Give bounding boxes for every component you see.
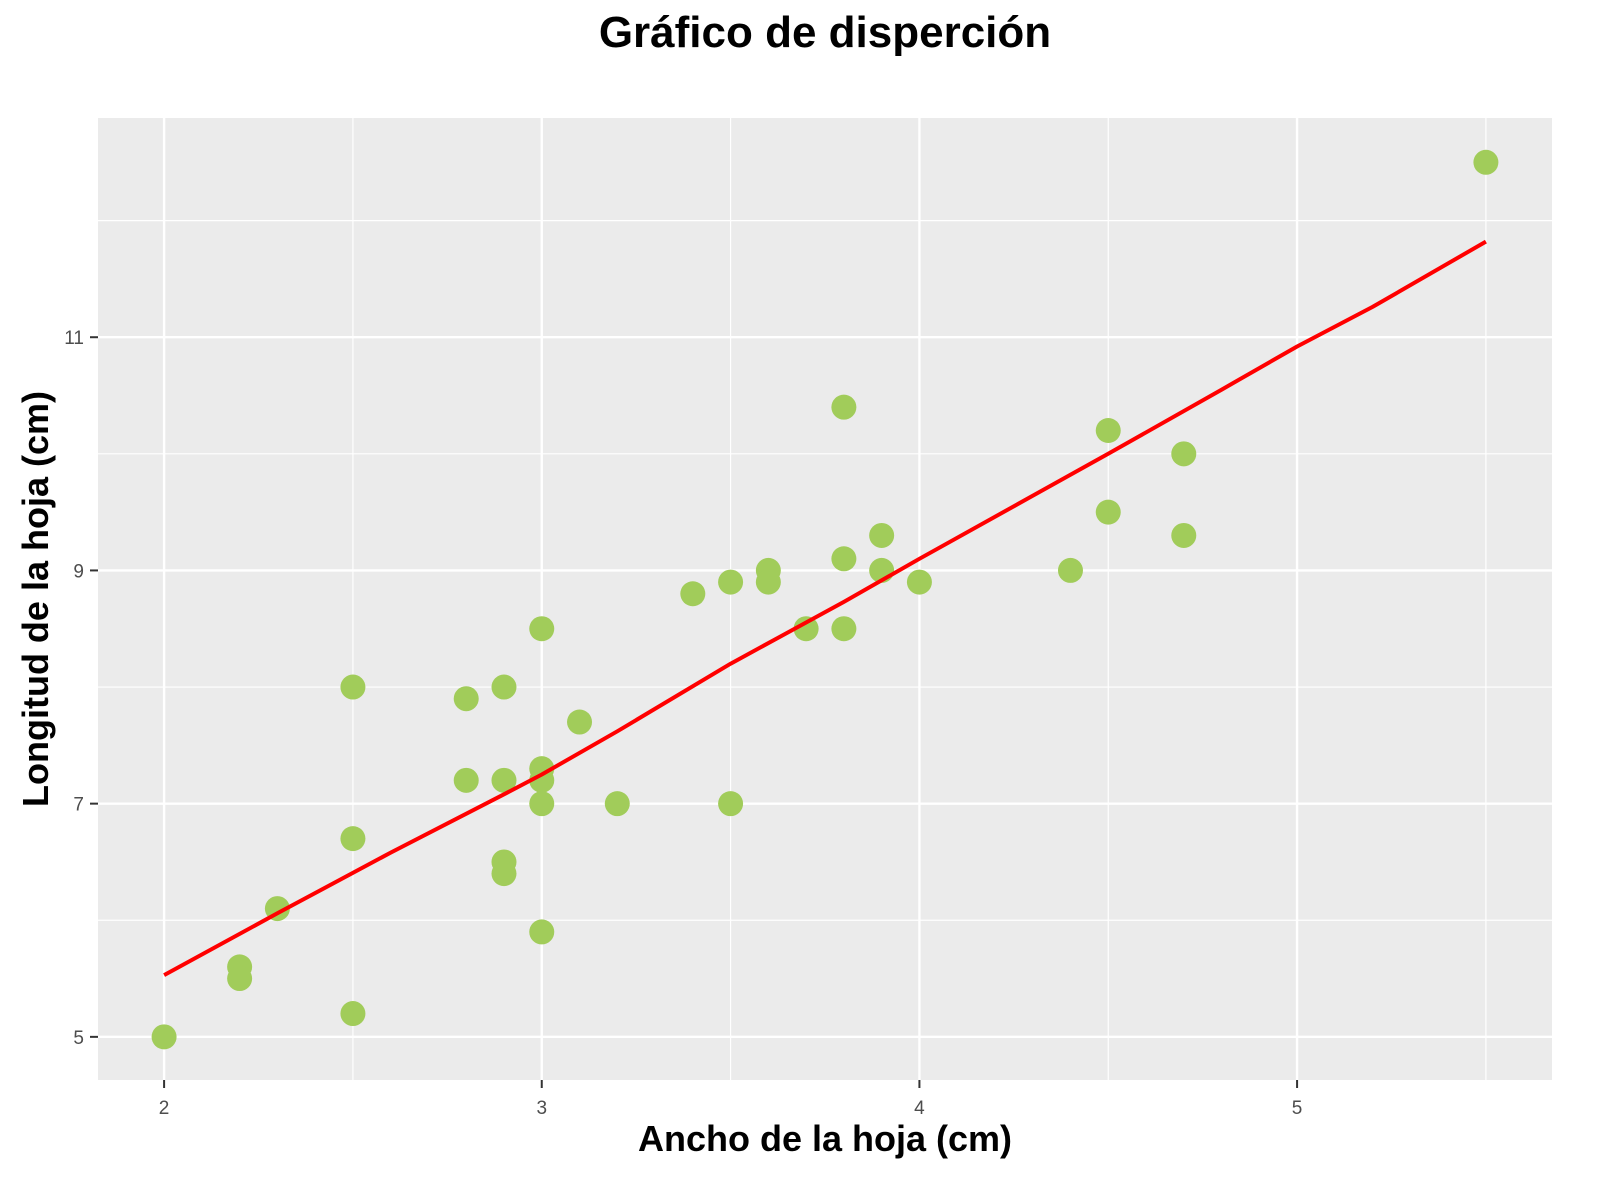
x-tick-label: 4 — [914, 1098, 925, 1119]
x-axis-label: Ancho de la hoja (cm) — [637, 1118, 1013, 1159]
data-point — [1057, 557, 1083, 583]
plot-panel — [98, 118, 1552, 1080]
data-point — [1171, 441, 1197, 467]
data-point — [340, 826, 366, 852]
minor-gridlines — [98, 118, 1552, 1080]
y-axis-label: Longitud de la hoja (cm) — [15, 391, 56, 807]
data-point — [151, 1024, 177, 1050]
x-tick-label: 2 — [159, 1098, 170, 1119]
data-point — [453, 767, 479, 793]
data-point — [529, 767, 555, 793]
x-tick-label: 3 — [536, 1098, 547, 1119]
data-point — [718, 569, 744, 595]
data-point — [453, 686, 479, 712]
data-point — [567, 709, 593, 735]
data-point — [1473, 149, 1499, 175]
trend-line-path — [163, 239, 1487, 977]
data-point — [491, 767, 517, 793]
data-point — [831, 546, 857, 572]
data-point — [831, 616, 857, 642]
data-point — [906, 569, 932, 595]
data-point — [340, 1001, 366, 1027]
y-tick-label: 9 — [73, 561, 84, 582]
data-point — [755, 569, 781, 595]
chart-title: Gráfico de disperción — [598, 8, 1052, 57]
data-point — [680, 581, 706, 607]
data-point — [1095, 418, 1121, 444]
data-point — [491, 674, 517, 700]
data-point — [1095, 499, 1121, 525]
data-point — [869, 522, 895, 548]
data-point — [793, 616, 819, 642]
data-point — [529, 791, 555, 817]
y-tick-label: 7 — [73, 795, 84, 816]
data-point — [491, 861, 517, 887]
x-axis: 2 3 4 5 — [159, 1080, 1303, 1119]
data-point — [604, 791, 630, 817]
data-point — [831, 394, 857, 420]
data-points — [151, 149, 1499, 1050]
y-tick-label: 5 — [73, 1028, 84, 1049]
y-axis: 5 7 9 11 — [64, 328, 98, 1049]
data-point — [529, 919, 555, 945]
trend-line — [163, 239, 1487, 977]
y-tick-label: 11 — [64, 328, 84, 349]
data-point — [718, 791, 744, 817]
data-point — [1171, 522, 1197, 548]
data-point — [529, 616, 555, 642]
data-point — [227, 966, 253, 992]
data-point — [340, 674, 366, 700]
x-tick-label: 5 — [1292, 1098, 1303, 1119]
